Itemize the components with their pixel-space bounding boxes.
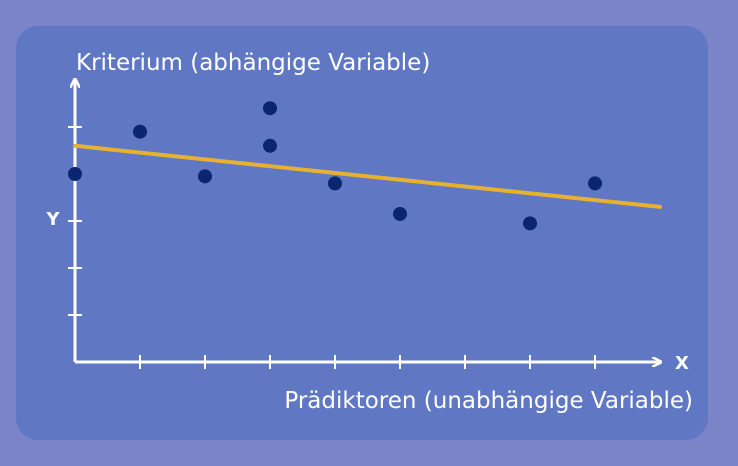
axis-ticks bbox=[68, 126, 596, 369]
data-point bbox=[588, 176, 602, 191]
data-point bbox=[68, 167, 82, 181]
data-point bbox=[263, 138, 277, 153]
data-point bbox=[523, 216, 537, 231]
data-point bbox=[263, 101, 277, 116]
data-points bbox=[68, 101, 602, 231]
x-axis-title: Prädiktoren (unabhängige Variable) bbox=[284, 388, 693, 414]
y-axis-letter: Y bbox=[45, 209, 60, 230]
data-point bbox=[328, 176, 342, 191]
y-axis-title: Kriterium (abhängige Variable) bbox=[76, 50, 430, 76]
x-axis-letter: X bbox=[675, 353, 689, 374]
data-point bbox=[198, 169, 212, 184]
regression-line bbox=[73, 143, 662, 209]
chart-panel bbox=[16, 26, 708, 440]
data-point bbox=[393, 206, 407, 221]
data-point bbox=[133, 124, 147, 139]
